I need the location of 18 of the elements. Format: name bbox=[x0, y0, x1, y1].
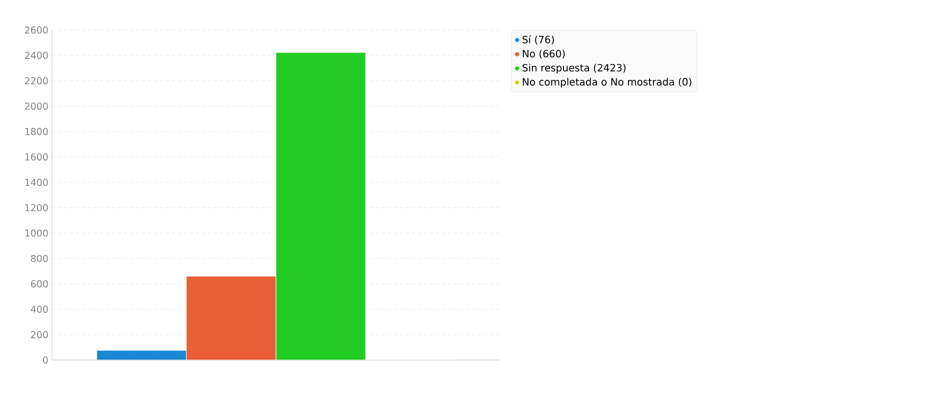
legend-label: Sí (76) bbox=[522, 35, 554, 45]
y-tick-label: 2400 bbox=[24, 52, 48, 59]
y-tick-label: 0 bbox=[43, 356, 48, 364]
legend-label: Sin respuesta (2423) bbox=[522, 64, 626, 74]
legend-label: No (660) bbox=[522, 50, 565, 59]
y-tick-label: 2000 bbox=[24, 102, 48, 110]
y-tick-label: 1600 bbox=[25, 153, 48, 161]
y-tick-label: 2200 bbox=[24, 77, 48, 84]
y-tick-label: 1000 bbox=[25, 229, 48, 237]
y-tick-label: 600 bbox=[30, 280, 48, 288]
legend-label: No completada o No mostrada (0) bbox=[522, 78, 692, 88]
y-tick-label: 800 bbox=[30, 254, 48, 262]
y-tick-label: 400 bbox=[30, 306, 48, 313]
y-tick-label: 200 bbox=[31, 331, 48, 338]
y-tick-label: 2600 bbox=[24, 26, 48, 34]
y-tick-label: 1400 bbox=[25, 178, 48, 186]
y-tick-label: 1200 bbox=[25, 204, 48, 212]
y-tick-label: 1800 bbox=[25, 128, 48, 136]
